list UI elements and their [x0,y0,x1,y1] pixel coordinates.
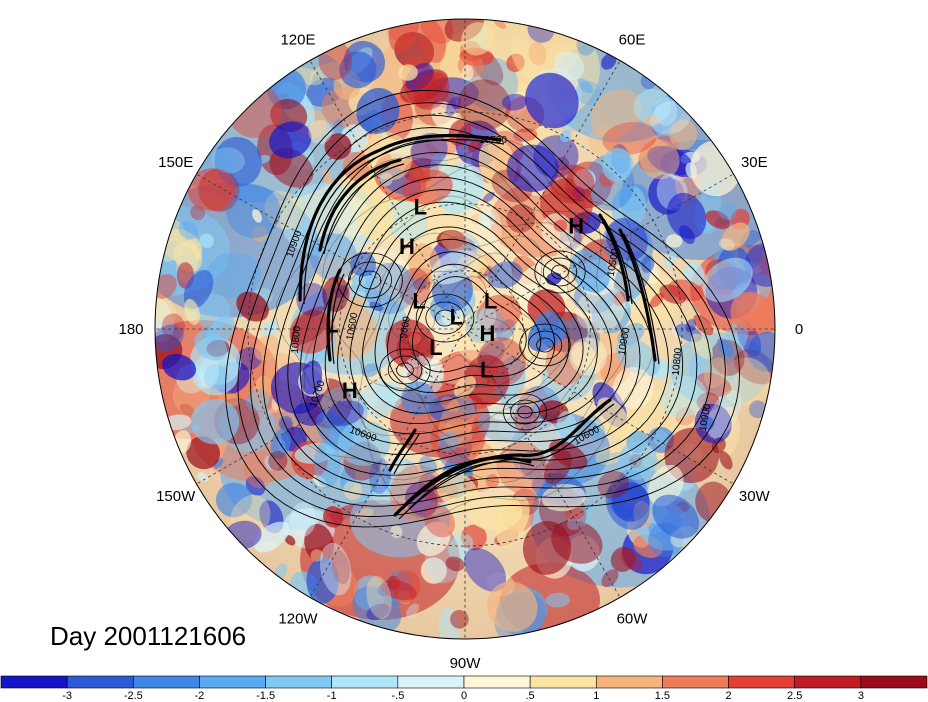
contour-label: 10600 [345,311,361,341]
colorbar-swatch [132,675,200,689]
colorbar-tick-label: 0 [461,690,467,702]
colorbar-tick-label: -1 [327,690,337,702]
colorbar-tick-label: 1 [593,690,599,702]
colorbar-swatch [331,675,399,689]
longitude-label: 120W [278,610,318,627]
colorbar-swatch [728,675,796,689]
contour-label: 10900 [698,402,714,432]
colorbar-swatch [595,675,663,689]
colorbar-swatch [463,675,531,689]
contour-label: 10700 [479,135,507,146]
colorbar-swatch [397,675,465,689]
colorbar: -3 -2.5 -2 -1.5 -1 -.5 0 .5 1 1.5 2 2.5 3 [0,675,928,702]
height-contours [225,89,741,528]
longitude-label: 60E [619,32,646,49]
longitude-label: 180 [118,321,143,338]
colorbar-tick-label: -2 [195,690,205,702]
colorbar-tick-label: 2.5 [787,690,802,702]
longitude-label: 90W [450,655,482,672]
colorbar-tick-label: .5 [526,690,535,702]
contour-label: 10500 [606,247,622,277]
longitude-label: 0 [795,321,803,338]
colorbar-swatch [199,675,266,689]
high-pressure-label: H [342,378,358,403]
longitude-label: 60W [617,610,649,627]
longitude-label: 30W [739,488,771,505]
contour-label: 9600 [398,315,413,339]
colorbar-swatch [794,675,862,689]
low-pressure-label: L [450,305,463,330]
colorbar-tick-label: -3 [62,690,72,702]
longitude-label: 30E [741,154,768,171]
longitude-label: 150E [158,154,193,171]
map-title: Day 2001121606 [50,621,246,651]
high-pressure-label: H [568,213,584,238]
high-pressure-label: H [480,321,496,346]
longitude-labels: 90E 60E 30E 0 30W 60W 90W 120W 150W 180 150E 120E [118,0,803,672]
colorbar-swatch [0,675,68,689]
high-pressure-label: H [399,234,415,259]
low-pressure-label: L [480,358,493,383]
colorbar-tick-label: -1.5 [256,690,275,702]
low-pressure-label: L [325,312,338,337]
colorbar-swatch [662,675,729,689]
longitude-label: 90E [452,0,479,4]
low-pressure-label: L [414,194,427,219]
contour-label: 10800 [671,347,684,376]
colorbar-tick-label: -.5 [391,690,404,702]
longitude-label: 120E [280,32,315,49]
jet-streaks [298,133,660,520]
colorbar-swatch [860,675,928,689]
colorbar-tick-label: -2.5 [124,690,143,702]
colorbar-swatch [265,675,333,689]
low-pressure-label: L [429,335,442,360]
colorbar-swatch [529,675,597,689]
low-pressure-label: L [484,289,497,314]
colorbar-swatch [66,675,134,689]
colorbar-tick-label: 3 [858,690,864,702]
longitude-label: 150W [156,488,196,505]
low-pressure-label: L [412,288,425,313]
contour-label: 10800 [290,325,303,354]
contour-label: 10900 [617,326,633,356]
colorbar-tick-label: 1.5 [655,690,670,702]
colorbar-tick-label: 2 [726,690,732,702]
map-border [154,18,776,640]
